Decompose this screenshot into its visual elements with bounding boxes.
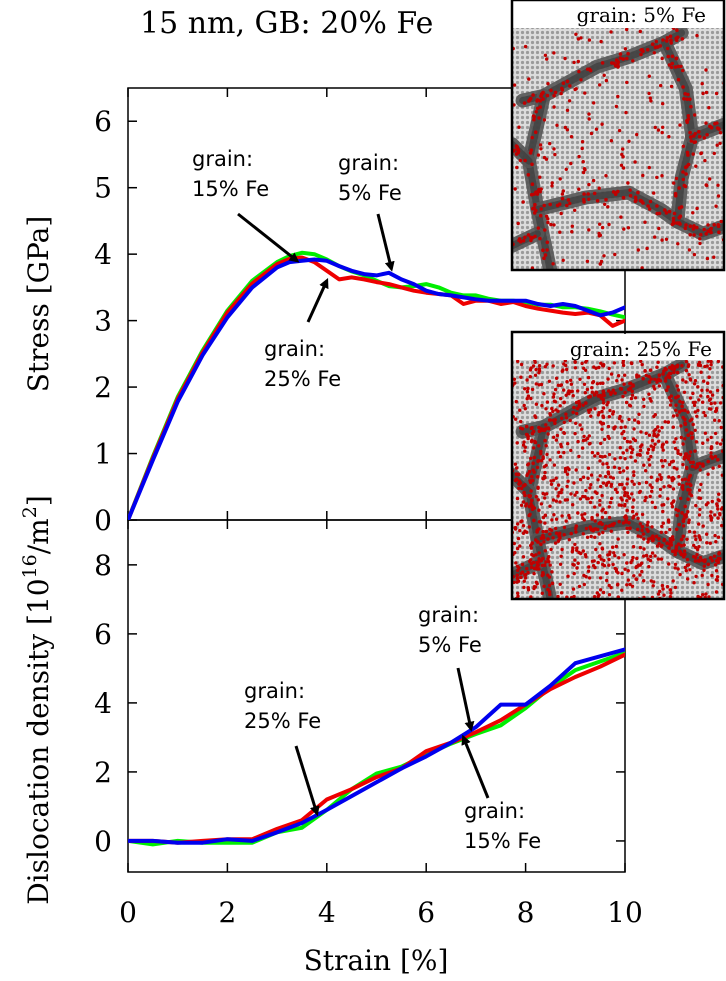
annotation-text: grain: xyxy=(464,799,525,823)
ytick-label: 0 xyxy=(94,504,112,537)
annotation-grain-5-fe: grain: 5% Fe xyxy=(338,151,402,272)
annotation-grain-15-fe: grain: 15% Fe xyxy=(192,147,300,263)
annotation-text: grain: xyxy=(338,151,399,175)
ytick-label: 5 xyxy=(94,172,112,205)
annotation-text: 5% Fe xyxy=(338,181,402,205)
ytick-label: 1 xyxy=(94,438,112,471)
annotation-text: grain: xyxy=(244,679,305,703)
ytick-label: 6 xyxy=(94,105,112,138)
series-line-grain-25-fe xyxy=(128,255,625,520)
dislocation-plot-frame xyxy=(127,519,626,873)
annotation-arrow xyxy=(461,734,490,799)
annotation-arrow xyxy=(237,212,300,263)
annotation-grain-5-fe: grain: 5% Fe xyxy=(418,603,482,732)
annotation-text: 15% Fe xyxy=(464,829,541,853)
ytick-label: 4 xyxy=(94,238,112,271)
dislocation-ylabel-base: Dislocation density [10 xyxy=(22,578,55,904)
annotation-arrow xyxy=(376,213,395,272)
series-line-grain-5-fe xyxy=(128,257,625,520)
annotation-text: 25% Fe xyxy=(244,709,321,733)
ytick-label: 6 xyxy=(94,618,112,651)
inset-grain-25-label: grain: 25% Fe xyxy=(570,337,712,361)
annotation-grain-25-fe: grain: 25% Fe xyxy=(264,278,341,391)
inset-grain-5: grain: 5% Fe xyxy=(510,0,726,272)
annotation-text: grain: xyxy=(418,603,479,627)
ytick-label: 8 xyxy=(94,549,112,582)
series-line-grain-5-fe xyxy=(128,647,625,845)
xtick-label: 2 xyxy=(218,896,236,929)
inset-grain-5-label: grain: 5% Fe xyxy=(577,3,706,27)
strain-xlabel: Strain [%] xyxy=(304,944,449,977)
series-line-grain-25-fe xyxy=(128,652,625,845)
ytick-label: 0 xyxy=(94,825,112,858)
annotation-text: 15% Fe xyxy=(192,177,269,201)
xtick-label: 0 xyxy=(119,896,137,929)
xtick-label: 6 xyxy=(417,896,435,929)
annotation-arrow xyxy=(294,745,320,817)
inset-grain-25: grain: 25% Fe xyxy=(510,330,726,601)
annotation-grain-25-fe: grain: 25% Fe xyxy=(244,679,321,817)
series-line-grain-15-fe xyxy=(128,650,625,847)
xtick-label: 10 xyxy=(607,896,643,929)
figure-title: 15 nm, GB: 20% Fe xyxy=(140,6,433,41)
annotation-text: 25% Fe xyxy=(264,367,341,391)
xtick-label: 8 xyxy=(517,896,535,929)
annotation-text: 5% Fe xyxy=(418,633,482,657)
annotation-arrow xyxy=(456,667,475,732)
ytick-label: 2 xyxy=(94,756,112,789)
annotation-text: grain: xyxy=(192,147,253,171)
ytick-label: 2 xyxy=(94,371,112,404)
ytick-label: 4 xyxy=(94,687,112,720)
ytick-label: 3 xyxy=(94,305,112,338)
annotation-arrow xyxy=(306,278,329,323)
stress-ylabel: Stress [GPa] xyxy=(22,216,55,393)
annotation-text: grain: xyxy=(264,337,325,361)
dislocation-ylabel: Dislocation density [1016/m2] xyxy=(19,495,55,905)
annotation-grain-15-fe: grain: 15% Fe xyxy=(461,734,541,853)
xtick-label: 4 xyxy=(318,896,336,929)
